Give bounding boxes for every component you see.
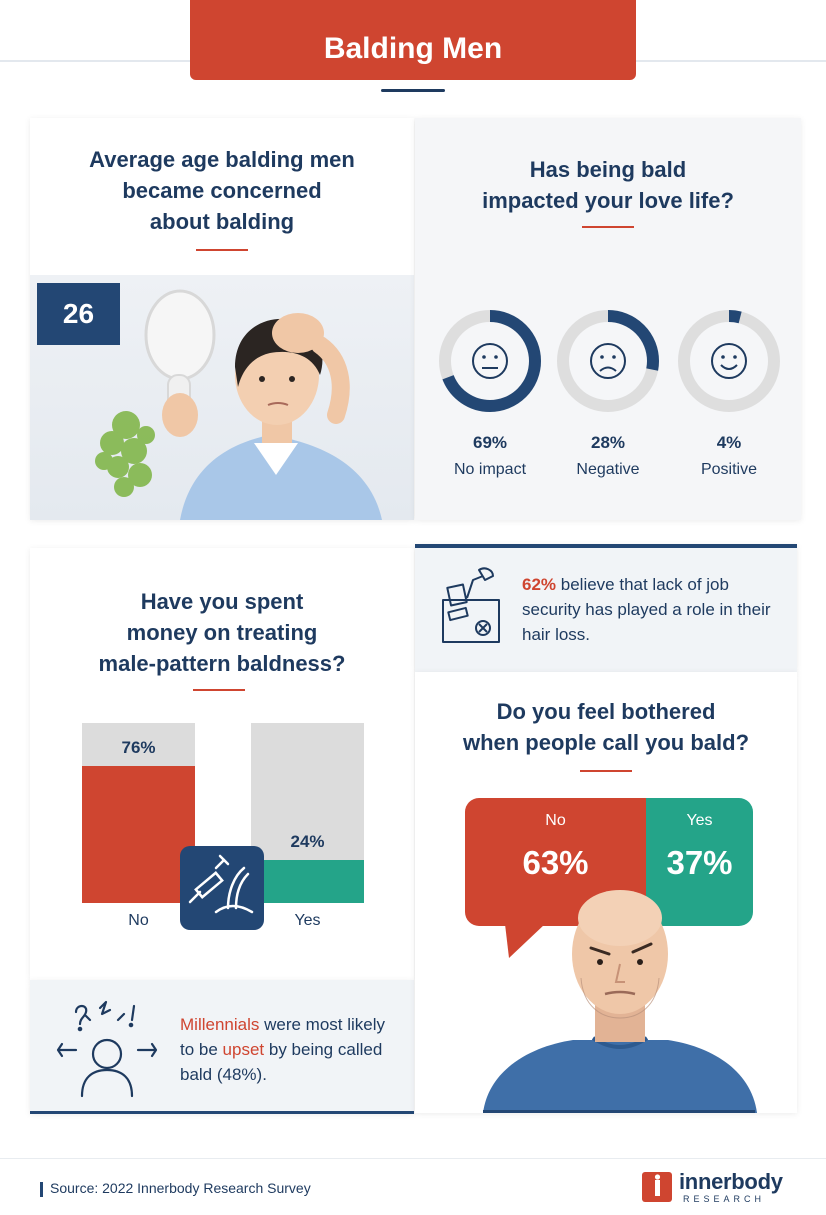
- spent-title-line-2: money on treating: [126, 620, 318, 645]
- bar-yes: 24%: [251, 723, 364, 903]
- bother-card-bottom-rule: [483, 1110, 755, 1113]
- positive-value: 4%: [716, 433, 742, 452]
- bubble-no-value: 63%: [522, 844, 589, 881]
- job-security-pct: 62%: [522, 575, 557, 594]
- syringe-hair-icon: [180, 846, 264, 930]
- bother-card-title: Do you feel bothered when people call yo…: [415, 696, 797, 758]
- positive-label: Positive: [700, 461, 758, 478]
- negative-label: Negative: [576, 461, 640, 478]
- innerbody-logo-name: innerbody: [679, 1169, 783, 1194]
- stressed-person-icon: [56, 1000, 158, 1098]
- love-card-rule: [582, 226, 634, 228]
- innerbody-logo-sub: RESEARCH: [683, 1194, 766, 1204]
- love-title-line-1: Has being bald: [529, 157, 687, 182]
- spent-title-line-3: male-pattern baldness?: [98, 651, 346, 676]
- love-title-line-2: impacted your love life?: [482, 188, 734, 213]
- no-impact-value: 69%: [472, 433, 508, 452]
- job-security-text: 62% believe that lack of job security ha…: [522, 572, 782, 647]
- sad-face-icon: [590, 343, 626, 379]
- millennials-highlight: Millennials: [180, 1015, 260, 1034]
- donut-positive: 4% Positive: [674, 306, 784, 479]
- bubble-yes-label: Yes: [686, 812, 713, 829]
- source-marker: [40, 1182, 43, 1197]
- no-impact-label: No impact: [453, 461, 527, 478]
- spent-card-rule: [193, 689, 245, 691]
- bar-no-label: No: [128, 912, 149, 929]
- spent-card-title: Have you spent money on treating male-pa…: [30, 586, 414, 679]
- box-of-belongings-icon: [442, 567, 500, 643]
- donut-chart-positive: [678, 310, 780, 412]
- donut-chart-no-impact: [439, 310, 541, 412]
- syringe-icon: [188, 854, 254, 914]
- bar-no-fill: [82, 766, 195, 903]
- page-title: Balding Men: [190, 0, 636, 80]
- donut-arc-positive: [678, 310, 780, 412]
- age-card: Average age balding men became concerned…: [30, 118, 414, 520]
- bother-title-line-2: when people call you bald?: [462, 730, 750, 755]
- logo-glyph: [654, 1174, 661, 1196]
- millennials-card: Millennials were most likely to be upset…: [30, 980, 414, 1114]
- upset-highlight: upset: [222, 1040, 265, 1059]
- bubble-tail: [505, 924, 545, 958]
- spent-money-card: Have you spent money on treating male-pa…: [30, 548, 414, 980]
- man-with-mirror-photo: 26: [30, 275, 414, 520]
- bar-no: 76%: [82, 723, 195, 903]
- bothered-card: Do you feel bothered when people call yo…: [415, 672, 797, 1113]
- bother-title-line-1: Do you feel bothered: [496, 699, 716, 724]
- donut-arc-no-impact: [439, 310, 541, 412]
- negative-value: 28%: [590, 433, 626, 452]
- bubble-yes: Yes 37%: [646, 798, 753, 926]
- bubble-yes-value: 37%: [666, 844, 733, 881]
- job-security-body: believe that lack of job security has pl…: [522, 575, 771, 644]
- bar-yes-fill: [251, 859, 364, 903]
- title-underline: [381, 89, 445, 92]
- job-security-card: 62% believe that lack of job security ha…: [415, 544, 797, 672]
- age-card-rule: [196, 249, 248, 251]
- age-card-title: Average age balding men became concerned…: [30, 144, 414, 237]
- age-badge: 26: [37, 283, 120, 345]
- bubble-no-label: No: [545, 812, 566, 829]
- millennials-text-2: by being called bald (48%).: [180, 1040, 383, 1084]
- age-title-line-1: Average age balding men: [89, 147, 355, 172]
- donut-chart-negative: [557, 310, 659, 412]
- age-title-line-3: about balding: [149, 209, 295, 234]
- love-life-card: Has being bald impacted your love life? …: [415, 118, 801, 520]
- bar-no-value: 76%: [121, 738, 156, 758]
- bald-man-photo: [483, 890, 757, 1113]
- innerbody-logo-icon: [642, 1172, 672, 1202]
- bar-yes-label: Yes: [294, 912, 321, 929]
- millennials-text-1: were most likely to be: [180, 1015, 386, 1059]
- millennials-text: Millennials were most likely to be upset…: [180, 1012, 400, 1087]
- man-mirror-illustration: [95, 289, 382, 520]
- bar-yes-value: 24%: [290, 831, 325, 851]
- happy-face-icon: [711, 343, 747, 379]
- spent-title-line-1: Have you spent: [140, 589, 304, 614]
- donut-negative: 28% Negative: [553, 306, 663, 479]
- donut-no-impact: 69% No impact: [435, 306, 545, 479]
- neutral-face-icon: [472, 343, 508, 379]
- source-text: Source: 2022 Innerbody Research Survey: [50, 1180, 311, 1196]
- footer: [0, 1158, 826, 1215]
- age-title-line-2: became concerned: [122, 178, 322, 203]
- bother-card-rule: [580, 770, 632, 772]
- love-card-title: Has being bald impacted your love life?: [415, 154, 801, 216]
- donut-arc-negative: [557, 310, 659, 412]
